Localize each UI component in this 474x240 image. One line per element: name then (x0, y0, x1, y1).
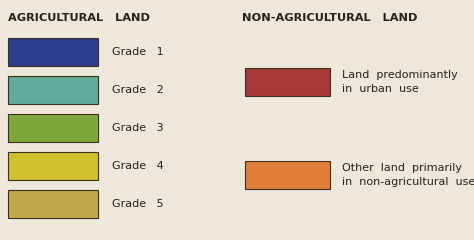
Bar (8, 76, 98, 104)
Text: Grade   4: Grade 4 (112, 161, 164, 171)
Bar (8, 114, 98, 142)
Bar (8, 152, 98, 180)
Bar (245, 68, 330, 96)
Text: Land  predominantly
in  urban  use: Land predominantly in urban use (342, 70, 458, 94)
Bar (245, 161, 330, 189)
Text: AGRICULTURAL   LAND: AGRICULTURAL LAND (8, 13, 150, 23)
Bar (8, 190, 98, 218)
Text: Grade   3: Grade 3 (112, 123, 164, 133)
Text: Grade   1: Grade 1 (112, 47, 164, 57)
Text: Grade   2: Grade 2 (112, 85, 164, 95)
Bar (8, 38, 98, 66)
Text: Other  land  primarily
in  non-agricultural  use: Other land primarily in non-agricultural… (342, 163, 474, 187)
Text: NON-AGRICULTURAL   LAND: NON-AGRICULTURAL LAND (242, 13, 418, 23)
Text: Grade   5: Grade 5 (112, 199, 164, 209)
